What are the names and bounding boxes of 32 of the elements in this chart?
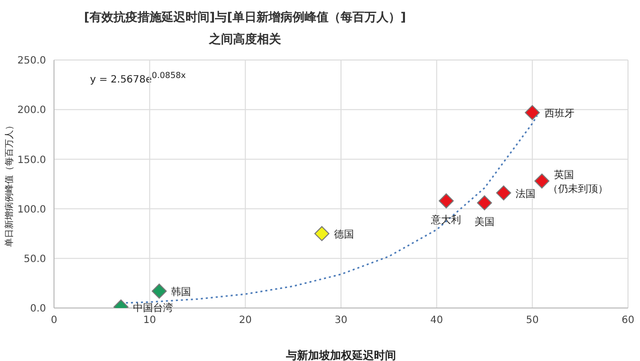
annotation: y = 2.5678e$^{0.0858x}$ — [90, 70, 186, 86]
point — [438, 193, 454, 208]
y-tick-label: 50.0 — [24, 254, 46, 265]
point — [534, 174, 550, 189]
y-tick-label: 0.0 — [30, 304, 46, 315]
annotation: 德国 — [334, 230, 354, 241]
y-tick-label: 100.0 — [17, 204, 46, 216]
point — [152, 284, 167, 299]
x-tick-label: 30 — [334, 315, 348, 326]
chart-title: [有效抗疫措施延迟时间]与[单日新增病例峰值（每百万人）] 之间高度相关 — [83, 9, 407, 48]
annotation: 韩国 — [171, 286, 192, 298]
annotation: 西班牙 — [544, 108, 574, 120]
y-tick-label: 200.0 — [17, 105, 46, 116]
annotation: 英国（仍未到顶） — [548, 169, 608, 196]
x-tick-label: 50 — [526, 315, 539, 326]
x-tick-label: 20 — [238, 315, 252, 326]
annotation: 美国 — [474, 216, 494, 228]
point — [496, 185, 512, 200]
point — [314, 226, 330, 242]
x-tick-label: 0 — [50, 315, 58, 326]
annotation: 意大利 — [430, 214, 462, 226]
x-tick-label: 10 — [143, 315, 156, 326]
x-tick-label: 60 — [622, 315, 634, 326]
annotation: 中国台湾 — [132, 302, 173, 314]
y-axis-title: 单日新增病例峰值（每百万人） — [4, 121, 15, 247]
point — [524, 105, 540, 120]
annotation: 法国 — [516, 188, 536, 200]
y-tick-label: 250.0 — [17, 56, 46, 67]
x-tick-label: 40 — [430, 315, 444, 326]
x-axis-title: 与新加坡加权延迟时间 — [285, 349, 396, 361]
point — [477, 195, 492, 210]
y-tick-label: 150.0 — [17, 154, 46, 166]
